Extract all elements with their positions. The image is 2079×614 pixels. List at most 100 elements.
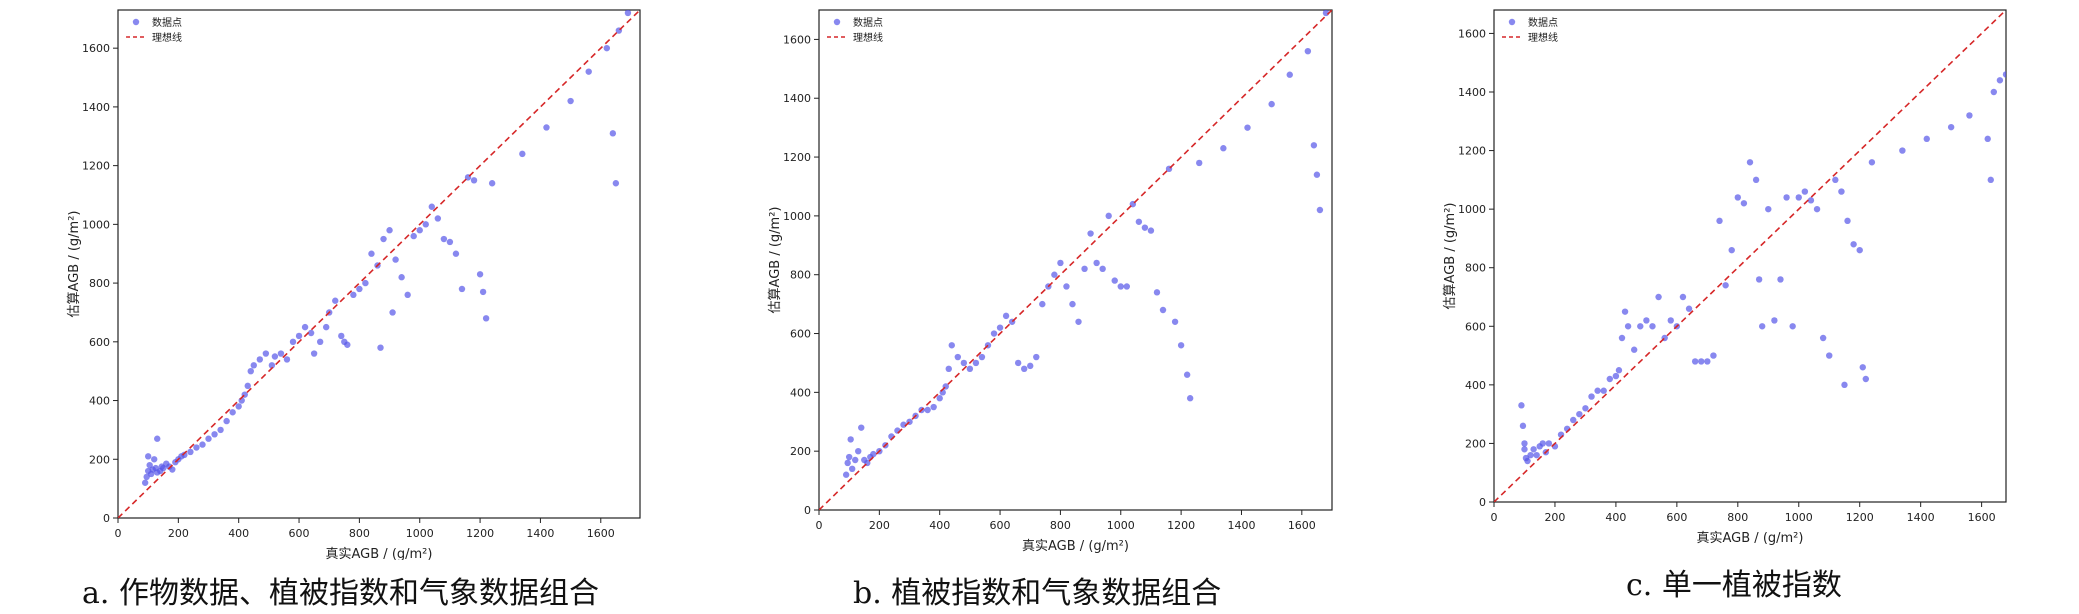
data-point [1123,283,1130,290]
data-point [283,356,291,363]
data-point [428,203,436,210]
scatter-panel-a: 0 200 400 600 800 1000 1200 1400 1600 0 200 400 600 8… [0,0,693,614]
x-tick-label: 1600 [1288,519,1316,532]
caption-b: b. 植被指数和气象数据组合 [853,576,1222,611]
data-point [1624,323,1632,330]
data-point [1039,300,1046,308]
data-point [1813,205,1821,213]
y-tick-label: 0 [1479,496,1486,509]
data-point [1286,71,1293,78]
data-point [1518,402,1525,409]
data-point [301,323,309,331]
data-point [1716,217,1723,225]
data-point [416,227,423,234]
data-point [1057,259,1064,267]
data-point [362,279,369,287]
y-tick-label: 1600 [82,42,110,55]
data-point [482,315,490,322]
plot-frame [1493,9,2007,503]
y-tick-label: 200 [790,445,811,458]
data-point [847,436,854,443]
data-point [855,447,862,455]
data-point [1618,334,1626,342]
data-point [1704,358,1711,365]
data-point [1177,342,1185,349]
data-point [1576,410,1583,418]
data-point [1002,312,1010,320]
y-tick-label: 0 [804,504,811,517]
data-point [1600,387,1607,394]
data-point [1069,300,1076,308]
y-tick-label: 600 [1465,320,1486,333]
y-tick-label: 1400 [82,101,110,114]
data-point [1196,159,1203,167]
data-point [389,309,396,316]
scatter-chart-b: 0 200 400 600 800 1000 1200 1400 1600 0 200 400 600 8… [768,9,1333,554]
ideal-line [1494,10,2006,502]
data-point [1304,47,1312,55]
x-tick-label: 200 [869,519,890,532]
y-tick-label: 200 [1465,437,1486,450]
x-tick-label: 200 [168,527,189,540]
y-tick-label: 1600 [1458,27,1486,40]
x-tick-label: 600 [990,519,1011,532]
y-tick-label: 0 [103,512,110,525]
data-point [141,479,149,486]
data-point [1186,395,1194,402]
data-point [978,353,986,361]
data-point [250,362,257,369]
y-tick-label: 1000 [1458,203,1486,216]
data-point [1844,217,1851,225]
data-point [1710,352,1717,359]
x-tick-label: 800 [349,527,370,540]
data-point [1582,405,1589,412]
data-point [322,323,330,331]
data-point [1746,159,1754,166]
y-tick-label: 200 [89,453,110,466]
data-point [1111,277,1118,284]
data-point [1570,416,1577,424]
data-point [972,359,980,367]
data-point [1014,359,1022,367]
data-point [476,271,484,278]
y-tick-label: 800 [89,277,110,290]
data-point [440,235,448,243]
data-point [1987,176,1994,184]
data-point [380,235,387,243]
data-point [488,180,496,187]
data-point [169,466,176,473]
data-point [1795,194,1802,201]
data-point [2002,71,2006,78]
data-point [377,344,384,351]
data-point [434,215,442,222]
data-point [1859,364,1866,371]
data-point [1545,440,1553,447]
data-point [398,274,405,281]
data-point [332,297,339,304]
data-point [1789,323,1796,330]
data-point [310,350,318,357]
data-point [1533,451,1540,459]
scatter-chart-c: 0 200 400 600 800 1000 1200 1400 1600 0 200 400 600 8… [1443,9,2007,546]
data-point [356,285,363,293]
x-tick-label: 1400 [526,527,554,540]
x-axis-label: 真实AGB / (g/m²) [1697,531,1804,546]
data-point [458,285,466,293]
data-point [1807,197,1815,204]
data-point [1063,283,1070,290]
y-axis-label: 估算AGB / (g/m²) [768,207,783,314]
scatter-panel-b: 0 200 400 600 800 1000 1200 1400 1600 0 200 400 600 8… [693,0,1386,614]
y-axis-label: 估算AGB / (g/m²) [1443,203,1458,310]
data-point [1081,265,1088,273]
data-point [612,180,620,187]
data-point [948,342,955,349]
data-point [1679,293,1687,301]
data-point [295,332,303,340]
data-point [151,456,158,463]
data-point [1606,375,1614,383]
y-tick-label: 1400 [1458,86,1486,99]
data-point [844,459,851,467]
data-point [1153,289,1161,296]
data-point [1685,305,1693,312]
data-point [1966,112,1973,119]
